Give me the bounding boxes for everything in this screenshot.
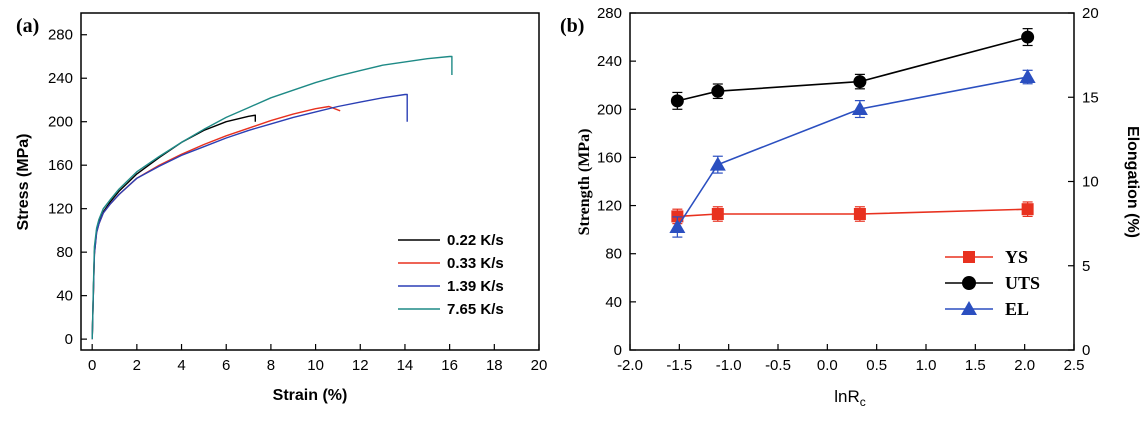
point-uts	[670, 94, 684, 108]
panel-b-ytick-label: 200	[597, 101, 622, 118]
panel-b: (b) -2.0 -1.5 -1.0 -0.5 0.0 0.5 1.0 1.5 2.0 2.504…	[560, 5, 1140, 409]
panel-a-ylabel: Stress (MPa)	[15, 134, 32, 231]
panel-b-xtick-label: 1.0	[916, 357, 937, 374]
panel-a-lines	[91, 55, 453, 340]
panel-a-ytick-label: 80	[56, 244, 73, 261]
point-ys	[853, 207, 866, 220]
panel-b-xtick-label: 2.5	[1064, 357, 1085, 374]
legend-label-0.33: 0.33 K/s	[447, 255, 504, 272]
panel-b-legend: YS UTS EL	[945, 247, 1040, 319]
point-uts	[853, 75, 867, 89]
panel-a-label: (a)	[16, 15, 39, 37]
panel-b-y2tick-label: 20	[1082, 5, 1099, 22]
legend-marker-ys	[963, 251, 975, 263]
panel-b-xtick-label: -1.0	[716, 357, 742, 374]
panel-b-xlabel-main: lnR	[834, 387, 860, 406]
panel-b-y2tick-label: 10	[1082, 174, 1099, 191]
point-ys	[711, 207, 724, 220]
point-uts	[1021, 30, 1035, 44]
panel-a-ytick-label: 160	[48, 157, 73, 174]
panel-b-ticks: -2.0 -1.5 -1.0 -0.5 0.0 0.5 1.0 1.5 2.0 2.5040801…	[597, 5, 1099, 374]
panel-a-xtick-label: 0	[88, 357, 96, 374]
series-line-022Ks	[91, 114, 257, 340]
panel-a-xtick-label: 10	[307, 357, 324, 374]
panel-b-xtick-label: 0.5	[866, 357, 887, 374]
legend-marker-uts	[962, 276, 976, 290]
legend-label-el: EL	[1005, 299, 1029, 319]
panel-a-frame	[80, 12, 540, 351]
panel-b-xtick-label: 1.5	[965, 357, 986, 374]
panel-b-ylabel: Strength (MPa)	[576, 129, 593, 236]
legend-marker-el	[961, 301, 977, 315]
series-line-139Ks	[91, 93, 408, 340]
point-el	[669, 218, 686, 233]
panel-a-ytick-label: 280	[48, 27, 73, 44]
panel-a-ytick-label: 200	[48, 114, 73, 131]
panel-b-y2label: Elongation (%)	[1124, 126, 1140, 238]
panel-a-xtick-label: 16	[441, 357, 458, 374]
panel-b-xtick-label: -1.5	[666, 357, 692, 374]
point-uts	[711, 84, 725, 98]
point-el	[851, 101, 868, 116]
panel-b-ytick-label: 240	[597, 53, 622, 70]
panel-b-ytick-label: 120	[597, 198, 622, 215]
panel-a-xtick-label: 2	[133, 357, 141, 374]
panel-a-xtick-label: 18	[486, 357, 503, 374]
point-el	[709, 156, 726, 171]
panel-a-xlabel: Strain (%)	[273, 387, 348, 404]
panel-a-xtick-label: 14	[397, 357, 414, 374]
panel-b-ytick-label: 160	[597, 149, 622, 166]
panel-b-xtick-label: 2.0	[1014, 357, 1035, 374]
panel-b-ytick-label: 40	[605, 294, 622, 311]
legend-label-1.39: 1.39 K/s	[447, 278, 504, 295]
panel-a-ytick-label: 240	[48, 70, 73, 87]
panel-a: (a) 0 2 4 6 8 10 12 14 16 18 200408012016020024028…	[15, 12, 547, 404]
series-line-el	[676, 76, 1028, 228]
panel-a-ytick-label: 40	[56, 288, 73, 305]
panel-b-label: (b)	[560, 15, 584, 37]
point-ys	[1021, 203, 1034, 216]
panel-a-ytick-label: 0	[65, 331, 73, 348]
legend-label-ys: YS	[1005, 247, 1028, 267]
panel-a-xtick-label: 8	[267, 357, 275, 374]
series-line-765Ks	[91, 55, 453, 340]
panel-b-ytick-label: 0	[614, 342, 622, 359]
panel-b-ytick-label: 80	[605, 246, 622, 263]
panel-b-xtick-label: -2.0	[617, 357, 643, 374]
legend-label-uts: UTS	[1005, 273, 1040, 293]
panel-b-y2tick-label: 5	[1082, 258, 1090, 275]
panel-b-xtick-label: 0.0	[817, 357, 838, 374]
panel-b-xlabel: lnRc	[834, 387, 866, 409]
panel-b-xlabel-sub: c	[860, 395, 866, 409]
panel-b-ytick-label: 280	[597, 5, 622, 22]
legend-label-0.22: 0.22 K/s	[447, 232, 504, 249]
point-el	[1019, 69, 1036, 84]
panel-b-y2tick-label: 0	[1082, 342, 1090, 359]
panel-b-lines	[669, 28, 1036, 238]
panel-a-legend: 0.22 K/s 0.33 K/s 1.39 K/s 7.65 K/s	[398, 232, 504, 318]
legend-label-7.65: 7.65 K/s	[447, 301, 504, 318]
panel-a-xtick-label: 4	[177, 357, 185, 374]
panel-a-xtick-label: 6	[222, 357, 230, 374]
panel-a-xtick-label: 20	[531, 357, 548, 374]
panel-a-ytick-label: 120	[48, 201, 73, 218]
panel-a-xtick-label: 12	[352, 357, 369, 374]
series-line-ys	[677, 208, 1028, 218]
panel-b-xtick-label: -0.5	[765, 357, 791, 374]
panel-b-y2tick-label: 15	[1082, 89, 1099, 106]
series-line-uts	[677, 36, 1028, 102]
